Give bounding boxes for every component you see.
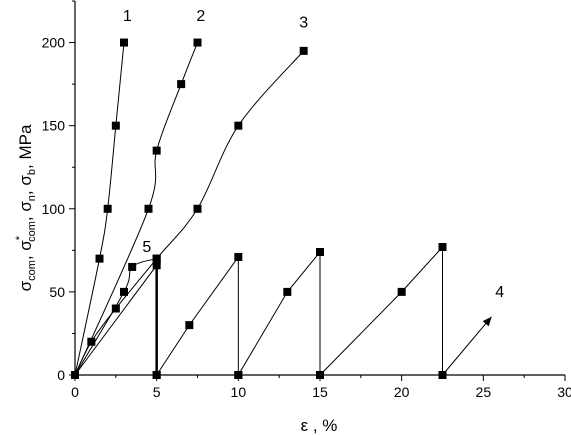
y-tick-label: 100 (42, 201, 66, 217)
series-1-point (120, 38, 128, 47)
series-2-point (144, 204, 153, 213)
series-1-point (103, 204, 112, 213)
series-2-point (177, 80, 186, 89)
cycle-4-point (397, 287, 406, 296)
curve-label-5: 5 (142, 239, 151, 256)
x-tick-label: 25 (476, 384, 492, 400)
series-1-line (74, 42, 125, 376)
cycle-2-point (152, 371, 161, 379)
x-tick-label: 5 (153, 384, 161, 400)
cycle-3-point (234, 371, 243, 379)
series-3-point (87, 337, 96, 346)
series-4-line (442, 316, 492, 376)
cycle-4-point (316, 371, 324, 379)
y-tick-label: 0 (57, 367, 65, 383)
y-tick-label: 150 (42, 118, 66, 134)
series-4-point (438, 371, 447, 379)
series-5-point (128, 262, 137, 271)
y-tick-label: 50 (49, 284, 65, 300)
series-2-point (193, 38, 202, 47)
series-1-point (95, 254, 104, 263)
series-2-line (74, 42, 198, 376)
series-3-point (299, 46, 308, 55)
cycle-line-2 (156, 255, 239, 376)
series-5-point (152, 254, 161, 263)
curve-label-2: 2 (196, 8, 205, 25)
x-tick-label: 10 (231, 384, 247, 400)
y-tick-label: 200 (42, 35, 66, 51)
markers (71, 38, 447, 379)
series-3-point (193, 204, 202, 213)
curves (74, 42, 492, 376)
cycle-3-point (316, 247, 324, 256)
series-1-point (111, 121, 120, 130)
cycle-line-1 (74, 263, 158, 376)
curve-labels: 1 2 3 4 5 (123, 8, 504, 301)
series-5-point (120, 287, 128, 296)
cycle-3-point (283, 287, 292, 296)
cycle-2-point (185, 321, 194, 330)
y-axis-title: σcom, σ*com, σn, σb, MPa (14, 124, 38, 291)
cycle-1-point (152, 261, 161, 270)
curve-label-4: 4 (495, 284, 504, 301)
origin-point (71, 371, 79, 379)
cycle-line-4 (319, 245, 443, 376)
series-2-point (152, 146, 161, 155)
x-tick-label: 0 (71, 384, 79, 400)
x-tick-label: 30 (557, 384, 571, 400)
curve-label-3: 3 (299, 15, 308, 32)
series-4-arrowhead (482, 316, 492, 327)
cycle-2-point (234, 252, 243, 261)
x-tick-label: 20 (394, 384, 410, 400)
curve-label-1: 1 (123, 8, 132, 25)
series-3-point (234, 121, 243, 130)
series-3-point (111, 304, 120, 313)
cycle-line-3 (237, 250, 321, 376)
x-tick-label: 15 (312, 384, 328, 400)
cycle-4-point (438, 243, 447, 252)
svg-text:σcom, σ*com, σn, σb, MPa: σcom, σ*com, σn, σb, MPa (14, 124, 38, 291)
x-axis-title: ε , % (301, 416, 338, 435)
